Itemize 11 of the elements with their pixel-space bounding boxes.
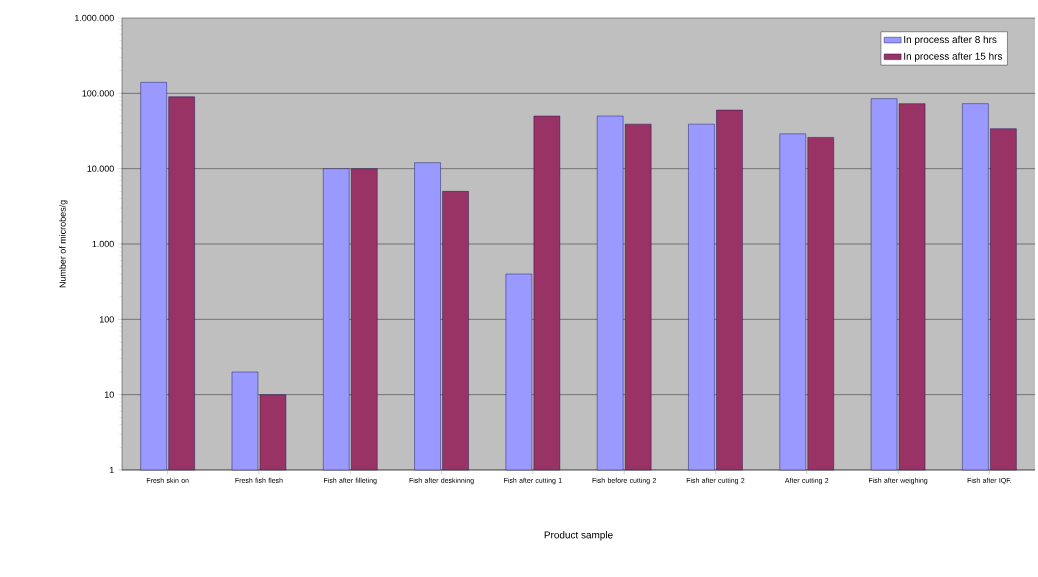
y-tick-label: 10.000: [87, 165, 114, 172]
y-tick-label: 10: [104, 391, 114, 398]
legend-label: In process after 8 hrs: [904, 35, 997, 46]
y-axis-title: Number of microbes/g: [59, 200, 68, 288]
legend-label: In process after 15 hrs: [904, 52, 1003, 62]
x-axis-title: Product sample: [544, 531, 613, 541]
y-tick-label: 1: [109, 466, 114, 474]
y-tick-label: 100.000: [82, 90, 114, 97]
y-tick-label: 1.000: [92, 240, 114, 248]
y-tick-label: 1.000.000: [75, 14, 114, 22]
y-tick-label: 100: [99, 316, 114, 323]
